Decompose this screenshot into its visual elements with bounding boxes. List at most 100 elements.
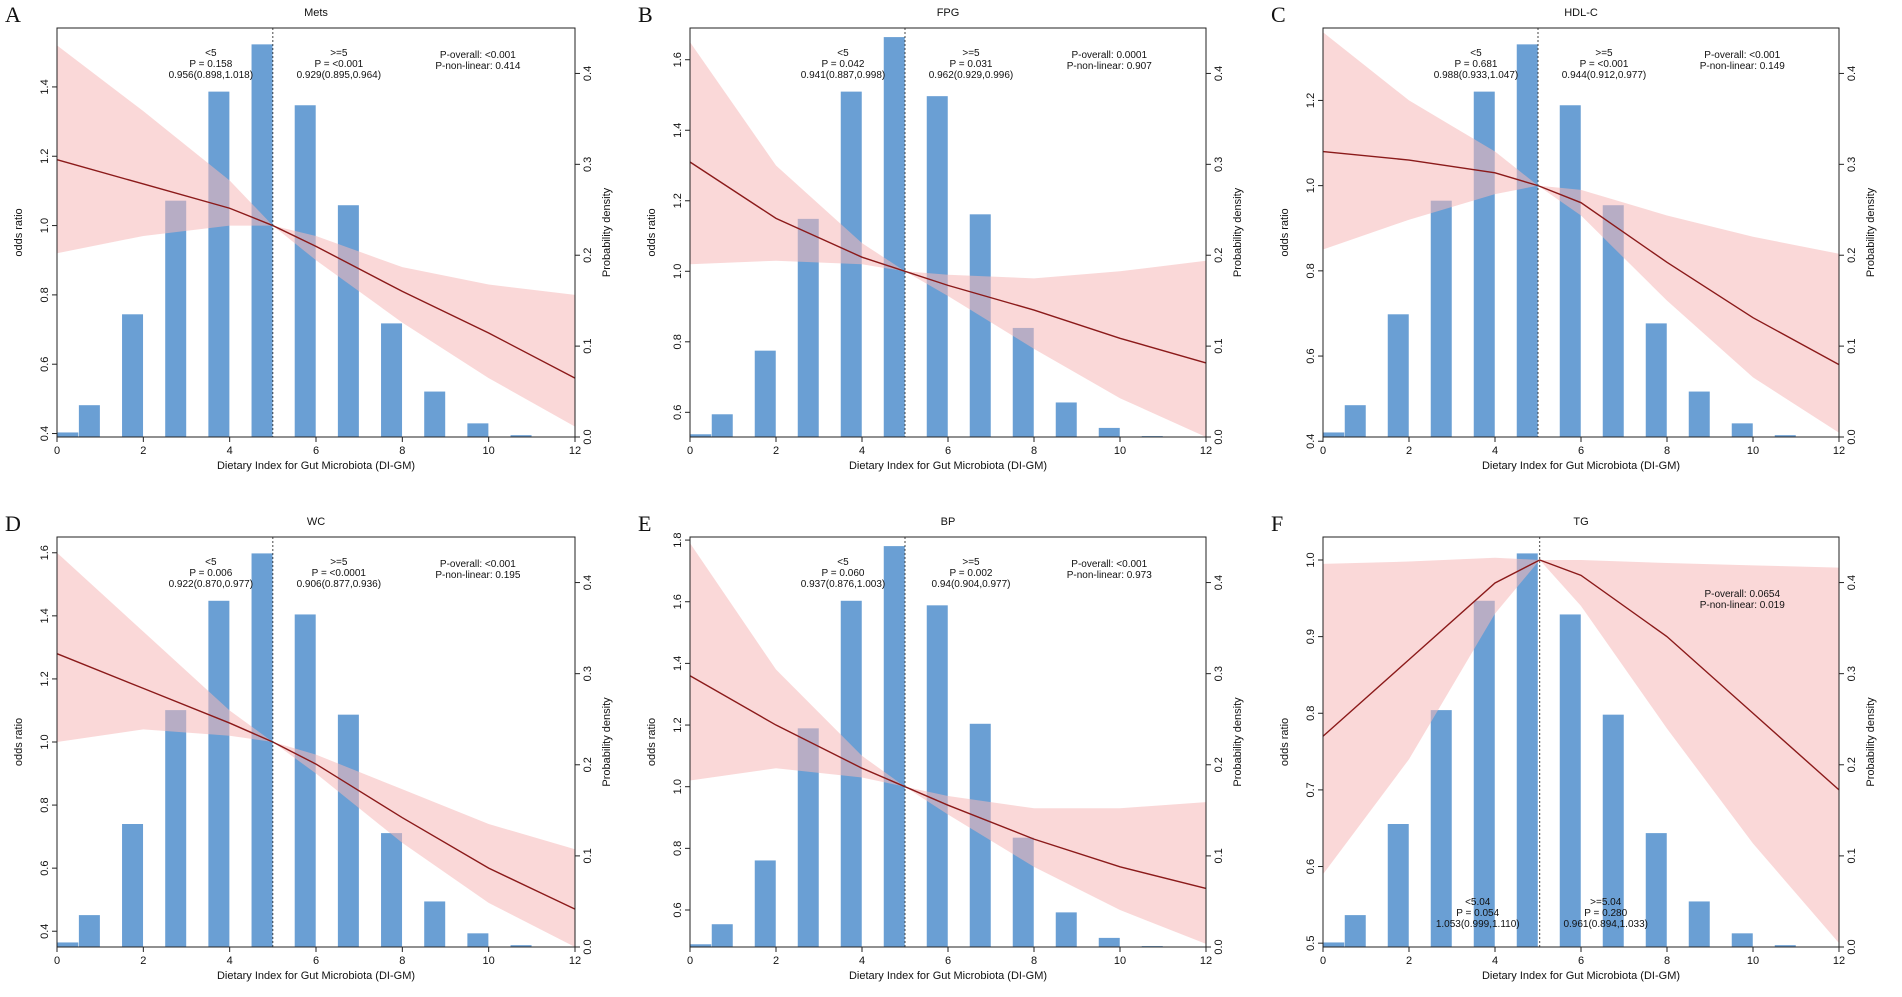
- y-axis-label: odds ratio: [1279, 718, 1291, 766]
- ann-overall-line: P-non-linear: 0.019: [1700, 600, 1785, 611]
- ann-left-line: 1.053(0.999,1.110): [1436, 919, 1520, 930]
- y-tick-label: 1.0: [39, 218, 51, 233]
- y-tick-label: 0.4: [39, 924, 51, 939]
- density-tick-label: 0.0: [1213, 429, 1225, 444]
- density-axis-label: Probability density: [1232, 697, 1244, 787]
- chart-title: HDL-C: [1564, 7, 1598, 19]
- ann-overall-line: P-non-linear: 0.414: [435, 61, 520, 72]
- density-bar: [1098, 937, 1120, 947]
- density-tick-label: 0.2: [1846, 248, 1858, 263]
- density-tick-label: 0.3: [1846, 157, 1858, 172]
- density-bar: [510, 435, 532, 437]
- y-tick-label: 1.0: [1305, 552, 1317, 567]
- x-tick-label: 12: [1200, 955, 1212, 967]
- x-tick-label: 12: [569, 445, 581, 457]
- density-tick-label: 0.0: [582, 939, 594, 954]
- panel-letter: D: [5, 511, 21, 536]
- density-tick-label: 0.1: [1846, 848, 1858, 863]
- ann-left-line: 0.988(0.933,1.047): [1434, 70, 1519, 81]
- density-bar: [251, 553, 273, 947]
- x-tick-label: 8: [1031, 955, 1037, 967]
- ann-right-line: 0.929(0.895,0.964): [297, 70, 382, 81]
- ann-right-line: P = 0.031: [950, 59, 993, 70]
- density-tick-label: 0.4: [582, 66, 594, 81]
- x-tick-label: 2: [1406, 955, 1412, 967]
- panel-b: 0.6 0.8 1.0 1.2 1.4 1.6 0.0 0.1 0.2 0.3 0.4 0 2 4 6 8 10…: [638, 2, 1244, 472]
- density-tick-label: 0.2: [1846, 757, 1858, 772]
- x-tick-label: 12: [1833, 445, 1845, 457]
- x-tick-label: 8: [1664, 955, 1670, 967]
- y-tick-label: 0.7: [1305, 782, 1317, 797]
- x-tick-label: 4: [859, 955, 865, 967]
- y-tick-label: 0.8: [672, 841, 684, 856]
- x-tick-label: 4: [859, 445, 865, 457]
- x-tick-label: 4: [227, 955, 233, 967]
- x-tick-label: 2: [140, 445, 146, 457]
- x-tick-label: 10: [1114, 445, 1126, 457]
- x-tick-label: 2: [773, 445, 779, 457]
- ann-right-line: 0.961(0.894,1.033): [1563, 919, 1648, 930]
- chart-title: BP: [941, 516, 956, 528]
- x-tick-label: 4: [1492, 955, 1498, 967]
- x-tick-label: 10: [1747, 955, 1759, 967]
- x-tick-label: 2: [140, 955, 146, 967]
- y-axis-label: odds ratio: [1279, 208, 1291, 256]
- y-tick-label: 1.4: [39, 608, 51, 623]
- panel-letter: E: [638, 511, 651, 536]
- ann-left-line: P = 0.054: [1456, 908, 1499, 919]
- x-tick-label: 10: [483, 955, 495, 967]
- ann-left-line: 0.956(0.898,1.018): [169, 70, 254, 81]
- y-tick-label: 1.2: [39, 149, 51, 164]
- y-tick-label: 0.6: [672, 405, 684, 420]
- density-axis-label: Probability density: [1865, 187, 1877, 277]
- density-axis-label: Probability density: [601, 697, 613, 787]
- y-tick-label: 0.4: [39, 426, 51, 441]
- y-tick-label: 1.0: [672, 779, 684, 794]
- y-tick-label: 0.4: [1305, 434, 1317, 449]
- y-tick-label: 0.8: [672, 334, 684, 349]
- ann-overall-line: P-non-linear: 0.973: [1067, 570, 1152, 581]
- density-bar: [1323, 942, 1345, 947]
- or-curve: [56, 159, 576, 379]
- or-curve: [689, 675, 1207, 890]
- y-tick-label: 1.4: [672, 656, 684, 671]
- density-axis-label: Probability density: [601, 187, 613, 277]
- density-tick-label: 0.2: [1213, 248, 1225, 263]
- density-bar: [1602, 714, 1624, 947]
- y-tick-label: 1.2: [672, 193, 684, 208]
- ann-left-line: 0.922(0.870,0.977): [169, 579, 254, 590]
- density-bar: [208, 91, 230, 437]
- density-tick-label: 0.1: [1213, 848, 1225, 863]
- x-tick-label: 0: [687, 445, 693, 457]
- ann-right-line: P = <0.001: [1580, 59, 1629, 70]
- density-bar: [1098, 427, 1120, 437]
- density-tick-label: 0.3: [1213, 157, 1225, 172]
- x-axis-label: Dietary Index for Gut Microbiota (DI-GM): [217, 460, 415, 472]
- ann-right-line: >=5: [330, 48, 348, 59]
- ann-left-line: <5: [205, 48, 217, 59]
- ci-band: [690, 543, 1206, 944]
- density-bar: [690, 434, 712, 437]
- ann-overall-line: P-overall: <0.001: [440, 50, 516, 61]
- ann-right-line: >=5: [962, 48, 980, 59]
- y-tick-label: 1.6: [39, 545, 51, 560]
- density-bar: [510, 945, 532, 947]
- x-tick-label: 2: [773, 955, 779, 967]
- x-tick-label: 8: [399, 955, 405, 967]
- or-curve: [56, 653, 576, 910]
- density-bar: [251, 44, 273, 438]
- y-tick-label: 0.6: [1305, 859, 1317, 874]
- ann-left-line: <5: [837, 557, 849, 568]
- density-bar: [1559, 105, 1581, 437]
- y-tick-label: 1.8: [672, 532, 684, 547]
- x-tick-label: 2: [1406, 445, 1412, 457]
- density-tick-label: 0.3: [582, 157, 594, 172]
- density-bar: [381, 323, 403, 437]
- y-axis-label: odds ratio: [646, 208, 658, 256]
- y-tick-label: 1.6: [672, 594, 684, 609]
- density-axis-label: Probability density: [1865, 697, 1877, 787]
- density-bar: [1688, 901, 1710, 947]
- x-tick-label: 10: [483, 445, 495, 457]
- density-tick-label: 0.3: [1846, 666, 1858, 681]
- x-tick-label: 12: [1200, 445, 1212, 457]
